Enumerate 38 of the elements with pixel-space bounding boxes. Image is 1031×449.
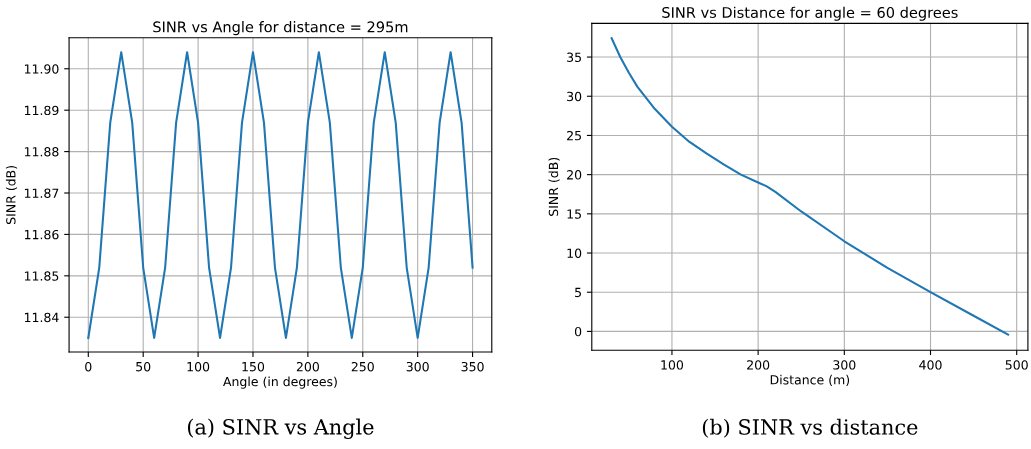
x-axis-title: Angle (in degrees) (223, 376, 337, 389)
y-tick-label: 11.84 (24, 312, 59, 323)
x-tick-label: 500 (1005, 360, 1028, 370)
text: (b) SINR vs distance (702, 418, 918, 438)
y-tick-label: 11.85 (24, 271, 59, 281)
line-series (87, 51, 474, 339)
x-tick-label: 400 (919, 360, 942, 370)
y-tick-label: 0 (574, 326, 582, 337)
x-tick-label: 150 (242, 361, 265, 372)
x-tick-label: 200 (747, 360, 770, 370)
y-tick-label: 35 (567, 52, 581, 62)
x-tick-label: 300 (833, 360, 856, 370)
x-tick-label: 100 (187, 361, 210, 372)
y-tick-label: 5 (575, 287, 581, 298)
y-tick-label: 11.86 (24, 229, 59, 240)
text: (a) SINR vs Angle (187, 418, 374, 440)
x-tick-label: 350 (461, 361, 484, 372)
y-tick-label: 20 (567, 170, 582, 180)
line-series (610, 37, 1010, 336)
x-tick-label: 50 (136, 361, 151, 372)
y-tick-label: 11.87 (24, 188, 59, 198)
y-axis-title: SINR (dB) (5, 166, 18, 224)
x-tick-label: 250 (351, 361, 374, 372)
y-tick-label: 11.89 (24, 105, 59, 116)
y-tick-label: 10 (567, 248, 582, 258)
y-tick-label: 11.90 (24, 64, 59, 74)
chart-title: SINR vs Distance for angle = 60 degrees (662, 6, 958, 21)
x-axis-title: Distance (m) (770, 374, 850, 386)
y-axis-title: SINR (dB) (548, 157, 560, 216)
chart-title: SINR vs Angle for distance = 295m (153, 21, 408, 36)
x-tick-label: 200 (296, 361, 319, 372)
y-tick-label: 15 (567, 209, 581, 219)
y-tick-label: 25 (567, 130, 581, 141)
x-tick-label: 100 (661, 360, 684, 370)
x-tick-label: 0 (85, 361, 92, 372)
x-tick-label: 300 (406, 361, 429, 372)
y-tick-label: 30 (567, 91, 582, 102)
y-tick-label: 11.88 (24, 147, 59, 157)
